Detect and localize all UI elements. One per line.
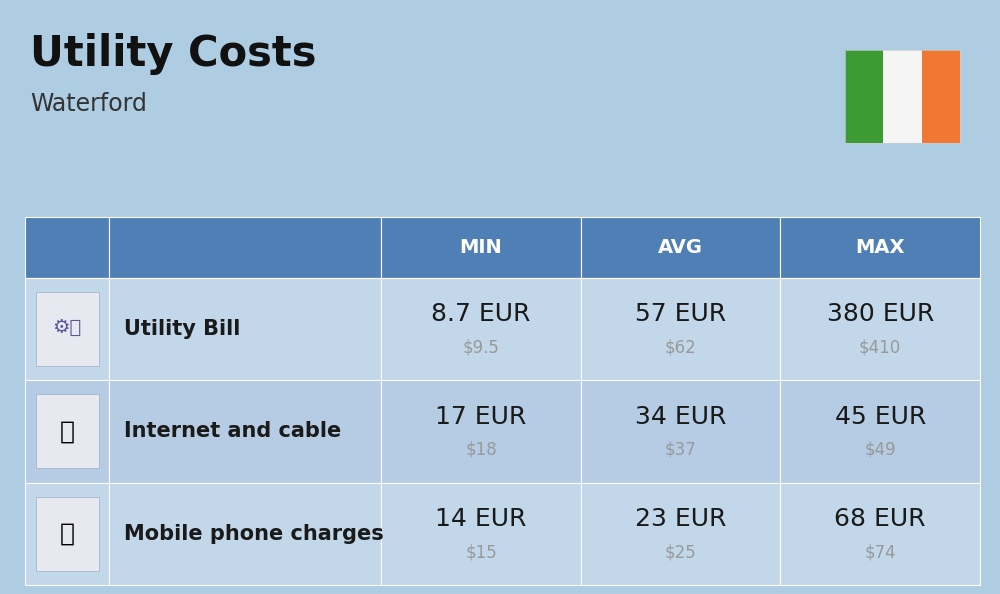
Text: Utility Bill: Utility Bill [124,319,240,339]
Bar [109,380,381,482]
Bar [780,217,980,277]
Text: $410: $410 [859,338,901,356]
Bar [381,217,581,277]
Bar [581,380,780,482]
Text: $49: $49 [864,441,896,459]
Bar [36,497,99,571]
Text: 45 EUR: 45 EUR [835,405,926,429]
Text: $37: $37 [665,441,696,459]
Text: 📡: 📡 [60,419,75,443]
Text: MAX: MAX [855,238,905,257]
Bar [780,380,980,482]
Text: 14 EUR: 14 EUR [435,507,527,532]
Text: $74: $74 [864,544,896,561]
Bar [109,277,381,380]
Text: 23 EUR: 23 EUR [635,507,726,532]
Bar [25,217,109,277]
Bar [780,482,980,585]
Bar [922,50,960,143]
Text: Mobile phone charges: Mobile phone charges [124,524,384,544]
Text: 34 EUR: 34 EUR [635,405,726,429]
Text: Waterford: Waterford [30,92,147,116]
Text: $9.5: $9.5 [463,338,499,356]
Bar [581,277,780,380]
Text: MIN: MIN [460,238,502,257]
Text: 57 EUR: 57 EUR [635,302,726,327]
Bar [25,482,109,585]
Bar [780,277,980,380]
Text: AVG: AVG [658,238,703,257]
Bar [25,277,109,380]
Bar [381,380,581,482]
Bar [109,482,381,585]
Text: 8.7 EUR: 8.7 EUR [431,302,531,327]
Text: 68 EUR: 68 EUR [834,507,926,532]
Text: 380 EUR: 380 EUR [827,302,934,327]
Bar [109,217,381,277]
Bar [381,277,581,380]
Bar [36,292,99,366]
Text: ⚙🔌: ⚙🔌 [52,320,82,339]
Text: $25: $25 [665,544,696,561]
Bar [581,482,780,585]
Text: $15: $15 [465,544,497,561]
Bar [883,50,922,143]
Bar [381,482,581,585]
Text: Internet and cable: Internet and cable [124,421,341,441]
Text: $62: $62 [665,338,696,356]
Bar [581,217,780,277]
Bar [36,394,99,468]
Bar [845,50,883,143]
Text: $18: $18 [465,441,497,459]
Text: 📱: 📱 [60,522,75,546]
Bar [25,380,109,482]
Bar [845,50,960,143]
Text: 17 EUR: 17 EUR [435,405,527,429]
Text: Utility Costs: Utility Costs [30,33,316,75]
